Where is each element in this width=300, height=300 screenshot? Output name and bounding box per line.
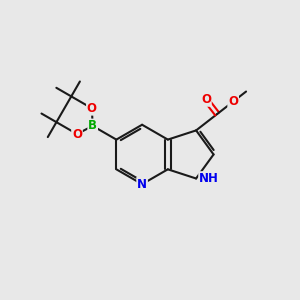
Text: B: B <box>88 119 97 132</box>
Text: NH: NH <box>199 172 219 185</box>
Text: O: O <box>228 95 238 108</box>
Text: N: N <box>137 178 147 191</box>
Text: O: O <box>87 102 97 115</box>
Text: O: O <box>72 128 82 140</box>
Text: O: O <box>201 93 211 106</box>
